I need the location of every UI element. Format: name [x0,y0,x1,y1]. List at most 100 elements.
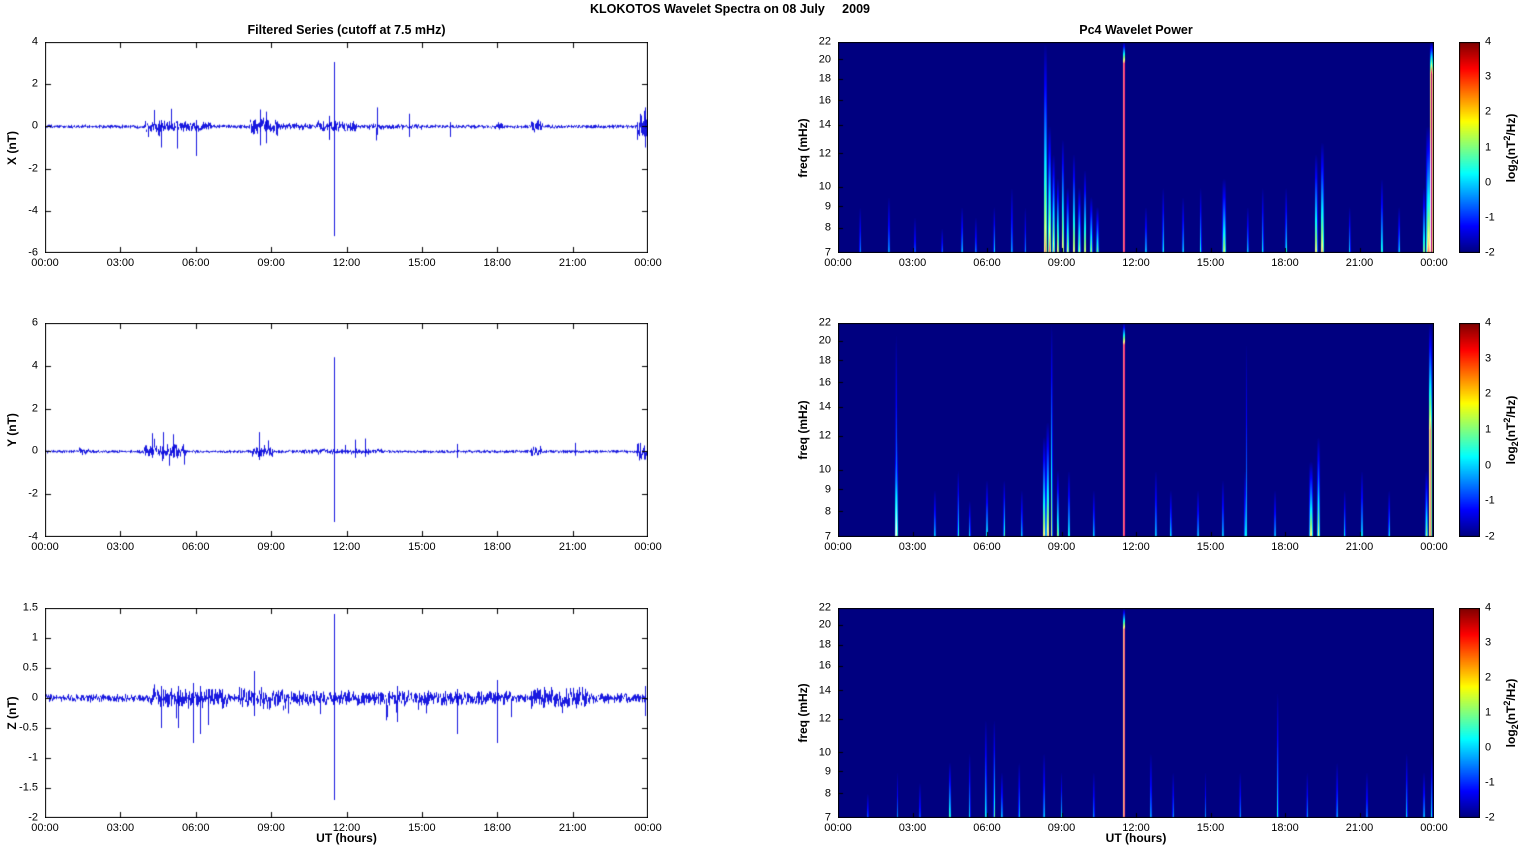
timeseries-column-title: Filtered Series (cutoff at 7.5 mHz) [247,23,446,37]
freq-tick-label: 16 [818,376,831,388]
x-tick-label: 00:00 [31,822,59,834]
colorbar-2 [1459,323,1480,537]
x-tick-label: 00:00 [824,541,852,553]
x-tick-label: 12:00 [332,541,361,553]
y-tick-label: 4 [31,35,38,48]
x-tick-label: 21:00 [558,257,587,269]
freq-tick-label: 10 [818,746,831,759]
xlabel-ut-hours-right: UT (hours) [1105,831,1167,845]
x-tick-label: 00:00 [824,822,852,834]
colorbar-tick-label: 2 [1485,671,1492,684]
x-tick-label: 09:00 [257,541,285,553]
x-tick-label: 12:00 [1122,257,1150,269]
x-tick-label: 00:00 [1420,822,1448,834]
freq-tick-label: 14 [818,684,831,697]
x-tick-label: 00:00 [31,541,59,553]
y-tick-label: 2 [31,77,38,90]
y-tick-label: -0.5 [19,721,38,734]
x-tick-label: 00:00 [824,257,852,269]
colorbar-tick-label: 3 [1485,636,1492,649]
colorbar-tick-label: 4 [1485,601,1492,614]
x-tick-label: 15:00 [408,541,436,553]
x-tick-label: 21:00 [1345,822,1374,834]
x-tick-label: 09:00 [1047,822,1076,834]
xlabel-ut-hours-left: UT (hours) [316,831,377,845]
x-tick-label: 03:00 [898,541,927,553]
colorbar-tick-label: -1 [1485,776,1495,789]
wavelet-spectrogram-x [838,42,1434,253]
x-tick-label: 06:00 [181,257,210,269]
x-tick-label: 09:00 [1047,541,1076,553]
x-tick-label: 06:00 [973,257,1001,269]
x-tick-label: 00:00 [634,822,662,834]
x-tick-label: 12:00 [1122,541,1150,553]
x-tick-label: 03:00 [106,541,135,553]
colorbar-tick-label: 0 [1485,741,1492,754]
freq-tick-label: 14 [818,400,831,413]
freq-tick-label: 12 [818,147,831,160]
x-tick-label: 21:00 [1345,541,1374,553]
y-tick-label: -1 [28,751,38,764]
colorbar-tick-label: 3 [1485,70,1492,83]
freq-tick-label: 8 [824,505,831,518]
x-tick-label: 00:00 [31,257,59,269]
ylabel-freq-3: freq (mHz) [796,683,810,743]
freq-tick-label: 10 [818,180,831,193]
x-tick-label: 18:00 [483,822,512,834]
figure-title: KLOKOTOS Wavelet Spectra on 08 July 2009 [590,2,870,16]
colorbar-1 [1459,42,1480,253]
x-tick-label: 21:00 [1345,257,1374,269]
y-tick-label: -2 [28,811,38,824]
x-tick-label: 15:00 [408,822,436,834]
freq-tick-label: 12 [818,429,831,442]
colorbar-tick-label: 4 [1485,35,1492,48]
x-tick-label: 06:00 [181,541,210,553]
wavelet-spectrogram-z [838,608,1434,818]
x-tick-label: 09:00 [1047,257,1076,269]
x-tick-label: 18:00 [483,541,512,553]
colorbar-tick-label: 3 [1485,352,1492,365]
y-tick-label: 0 [31,119,38,132]
colorbar-tick-label: 1 [1485,706,1492,719]
freq-tick-label: 7 [824,246,831,259]
x-tick-label: 15:00 [1196,257,1225,269]
freq-tick-label: 20 [818,334,831,347]
x-tick-label: 21:00 [558,822,587,834]
freq-tick-label: 20 [818,53,831,66]
colorbar-label-2: log2(nT2/Hz) [1501,395,1521,465]
freq-tick-label: 12 [818,712,831,725]
colorbar-label-text: log [1503,163,1518,182]
x-tick-label: 15:00 [1196,541,1225,553]
x-tick-label: 03:00 [106,822,135,834]
x-tick-label: 00:00 [634,257,662,269]
freq-tick-label: 20 [818,618,831,631]
colorbar-tick-label: 1 [1485,423,1492,436]
colorbar-tick-label: 0 [1485,176,1492,189]
y-tick-label: 0 [31,691,38,704]
colorbar-tick-label: -1 [1485,211,1495,224]
x-tick-label: 12:00 [332,822,361,834]
colorbar-tick-label: -2 [1485,530,1495,543]
x-tick-label: 18:00 [483,257,512,269]
freq-tick-label: 16 [818,659,831,672]
spectrogram-column-title: Pc4 Wavelet Power [1079,23,1193,37]
colorbar-tick-label: -2 [1485,246,1495,259]
y-tick-label: -2 [28,162,38,175]
x-tick-label: 18:00 [1271,822,1299,834]
ylabel-freq-2: freq (mHz) [796,400,810,460]
freq-tick-label: 16 [818,94,831,107]
freq-tick-label: 18 [818,72,831,85]
x-tick-label: 00:00 [634,541,662,553]
colorbar-label-3: log2(nT2/Hz) [1501,678,1521,748]
wavelet-spectrogram-y [838,323,1434,537]
ylabel-freq-1: freq (mHz) [796,117,810,178]
freq-tick-label: 22 [818,316,831,329]
x-tick-label: 09:00 [257,257,285,269]
x-tick-label: 03:00 [898,822,927,834]
colorbar-tick-label: 0 [1485,459,1492,472]
x-tick-label: 12:00 [1122,822,1150,834]
ylabel-z-nt: Z (nT) [5,696,19,730]
y-tick-label: -2 [28,487,38,500]
x-tick-label: 00:00 [1420,541,1448,553]
